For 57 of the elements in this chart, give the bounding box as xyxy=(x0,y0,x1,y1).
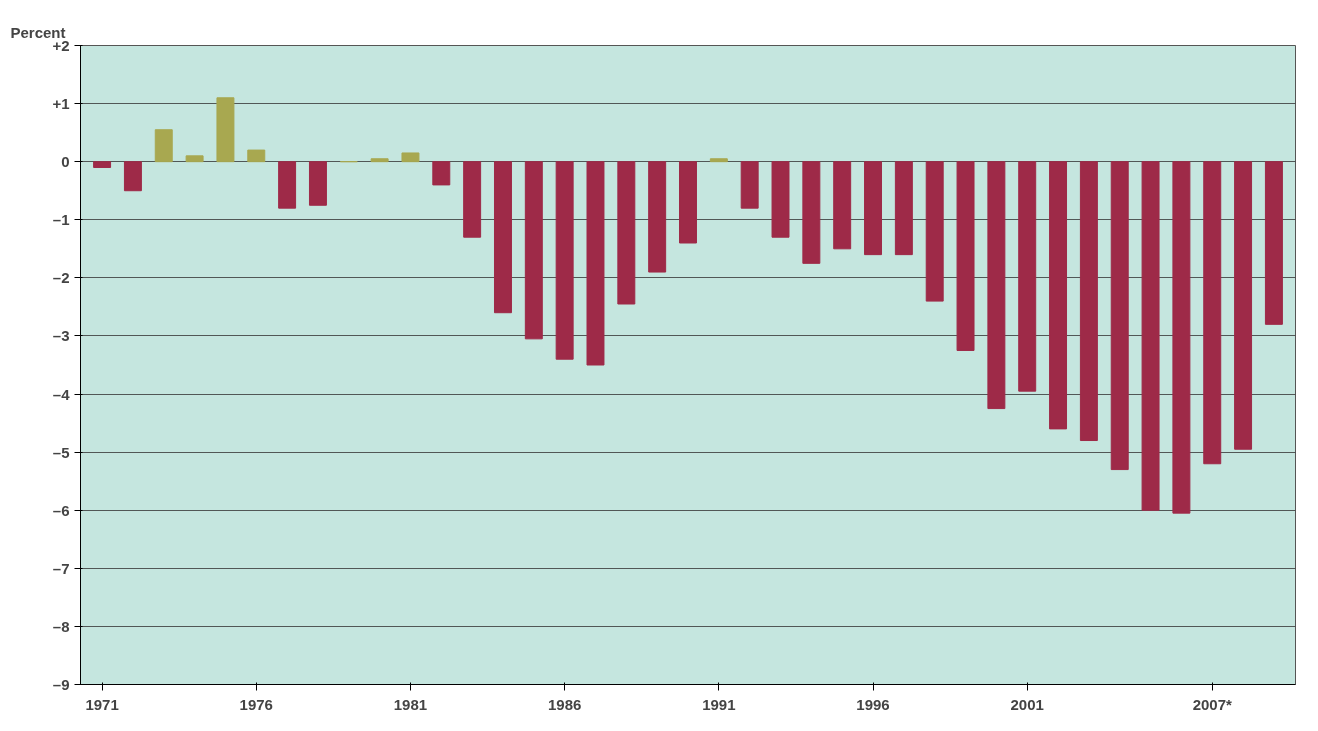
y-tick-label: –4 xyxy=(52,385,71,403)
x-tick-label: 1976 xyxy=(239,695,273,713)
bar xyxy=(1079,161,1098,442)
bar xyxy=(370,158,389,163)
bar xyxy=(154,129,173,163)
bar xyxy=(617,161,636,305)
x-tick-label: 1991 xyxy=(702,695,736,713)
bar xyxy=(864,161,883,256)
x-tick-label: 1986 xyxy=(547,695,582,713)
bar xyxy=(432,161,451,186)
x-tick-label: 2007* xyxy=(1192,695,1232,713)
y-tick-label: +1 xyxy=(52,95,70,113)
bar xyxy=(555,161,574,360)
bar xyxy=(401,152,420,163)
bar xyxy=(185,155,204,163)
x-tick-label: 1971 xyxy=(85,695,119,713)
bar xyxy=(956,161,975,351)
y-tick-label: –1 xyxy=(52,211,70,229)
y-tick-label: 0 xyxy=(61,153,70,171)
bar xyxy=(1234,161,1253,450)
bar xyxy=(216,97,235,163)
bar xyxy=(1141,161,1160,511)
y-tick-label: –5 xyxy=(52,443,70,461)
bar xyxy=(1110,161,1129,471)
bar xyxy=(1172,161,1191,514)
bar xyxy=(463,161,482,238)
bar xyxy=(894,161,913,256)
bar xyxy=(493,161,512,314)
bar xyxy=(771,161,790,238)
y-tick-label: –8 xyxy=(52,617,70,635)
bar xyxy=(278,161,297,209)
bar xyxy=(679,161,697,244)
bar xyxy=(802,161,821,264)
y-tick-label: –9 xyxy=(52,676,70,693)
bar xyxy=(833,161,852,250)
bar xyxy=(709,158,728,163)
y-tick-label: –7 xyxy=(52,559,70,577)
bar xyxy=(1264,161,1283,325)
x-tick-label: 1996 xyxy=(856,695,890,713)
bar xyxy=(987,161,1006,410)
bar xyxy=(740,161,759,209)
y-tick-label: –2 xyxy=(52,269,70,287)
bar xyxy=(925,161,944,302)
bar xyxy=(1049,161,1068,430)
bar xyxy=(524,161,543,340)
bar xyxy=(586,161,605,366)
x-tick-label: 1981 xyxy=(393,695,428,713)
y-tick-label: –3 xyxy=(52,327,70,345)
bar xyxy=(247,149,266,163)
bar xyxy=(93,161,112,168)
bar xyxy=(648,161,667,273)
bar xyxy=(123,161,142,192)
x-tick-label: 2001 xyxy=(1010,695,1044,713)
bar xyxy=(308,161,327,206)
bar xyxy=(1203,161,1222,465)
bar xyxy=(1018,161,1037,392)
y-tick-label: –6 xyxy=(52,501,70,519)
